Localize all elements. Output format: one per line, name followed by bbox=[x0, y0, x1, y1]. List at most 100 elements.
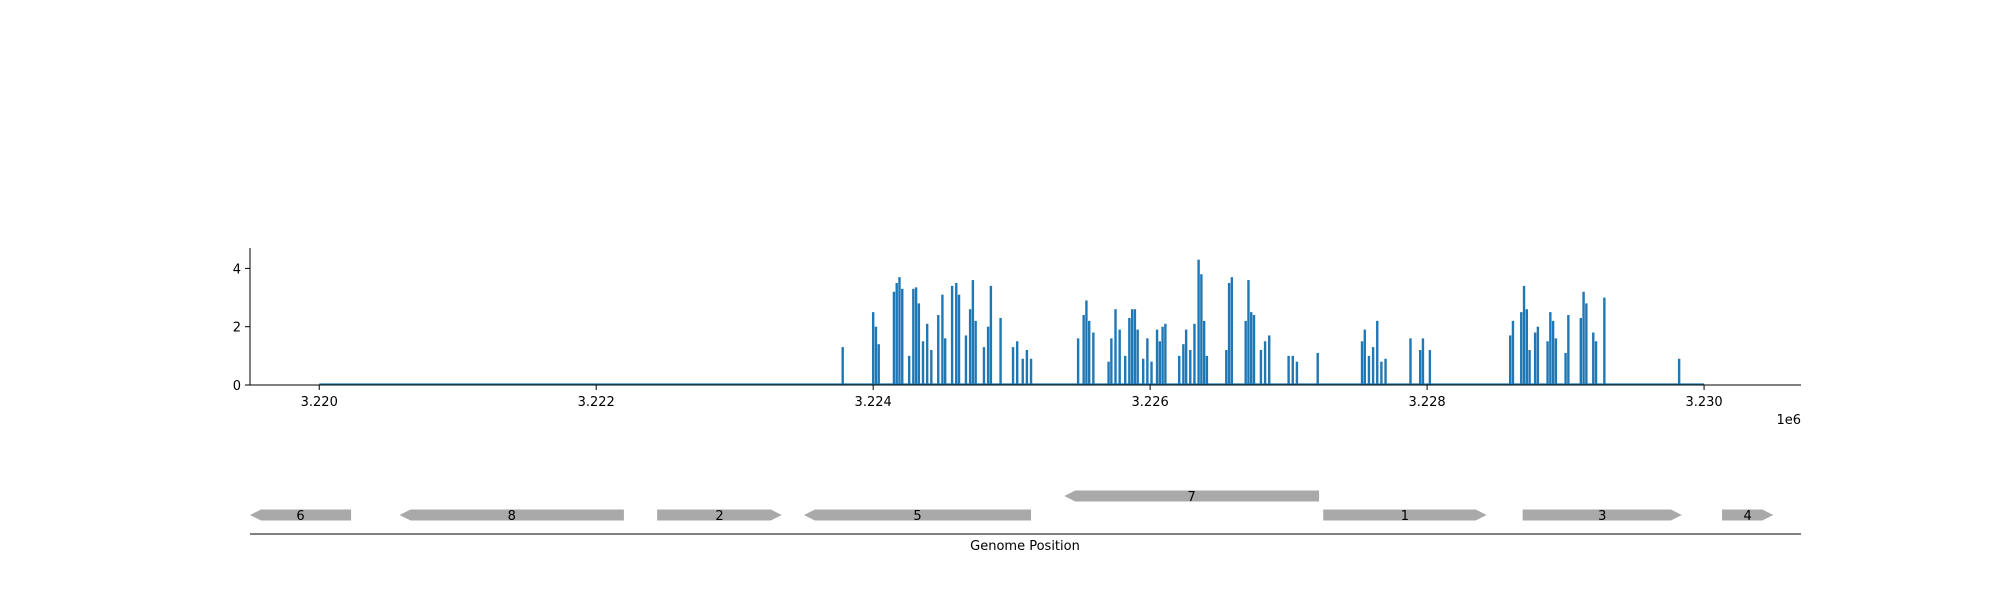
coverage-peak bbox=[1114, 309, 1117, 385]
coverage-peak bbox=[1197, 259, 1200, 385]
coverage-peak bbox=[971, 280, 975, 385]
coverage-peak bbox=[1594, 341, 1598, 385]
coverage-peak bbox=[1088, 320, 1091, 385]
y-tick-label: 4 bbox=[233, 262, 241, 277]
gene-label: 1 bbox=[1401, 509, 1409, 524]
coverage-peak bbox=[1189, 350, 1192, 385]
x-tick-label: 3.224 bbox=[855, 395, 892, 410]
coverage-peak bbox=[877, 344, 880, 385]
coverage-peak bbox=[917, 303, 921, 385]
coverage-peak bbox=[1015, 341, 1019, 385]
coverage-peak bbox=[1418, 350, 1422, 385]
gene-arrow bbox=[803, 509, 1032, 521]
x-ticks: 3.220 3.222 3.224 3.226 3.228 3.230 bbox=[301, 385, 1723, 410]
coverage-peak bbox=[1522, 285, 1526, 385]
x-axis-offset-label: 1e6 bbox=[1776, 413, 1801, 428]
coverage-peak bbox=[1384, 358, 1387, 385]
coverage-peak bbox=[1029, 358, 1033, 385]
coverage-peak bbox=[1118, 329, 1121, 385]
coverage-peak bbox=[1409, 338, 1412, 385]
gene-arrows: 6 8 2 5 7 1 3 4 bbox=[250, 490, 1774, 524]
coverage-peak bbox=[1252, 315, 1256, 385]
coverage-peak bbox=[1579, 317, 1583, 385]
coverage-peak bbox=[1536, 326, 1540, 385]
coverage-peak bbox=[1244, 320, 1247, 385]
coverage-peak bbox=[1136, 329, 1139, 385]
gene-arrow bbox=[1064, 490, 1320, 502]
coverage-peak bbox=[1230, 277, 1234, 385]
coverage-peak bbox=[914, 287, 918, 385]
coverage-peak bbox=[1316, 352, 1319, 385]
coverage-peak bbox=[974, 320, 977, 385]
coverage-peak bbox=[957, 294, 961, 385]
coverage-peak bbox=[1158, 341, 1162, 385]
gene-label: 3 bbox=[1598, 509, 1606, 524]
coverage-peak bbox=[925, 323, 929, 385]
coverage-peak bbox=[901, 288, 904, 385]
x-tick-label: 3.220 bbox=[301, 395, 338, 410]
coverage-series bbox=[319, 259, 1705, 386]
x-tick-label: 3.226 bbox=[1132, 395, 1169, 410]
coverage-peak bbox=[955, 282, 958, 385]
y-tick-label: 2 bbox=[233, 321, 241, 336]
coverage-peak bbox=[989, 285, 993, 385]
gene-arrow bbox=[657, 509, 782, 521]
coverage-peak bbox=[1371, 347, 1375, 385]
gene-label: 5 bbox=[913, 509, 921, 524]
coverage-peak bbox=[1582, 291, 1585, 385]
coverage-peak bbox=[1146, 338, 1149, 385]
coverage-peak bbox=[1164, 323, 1167, 385]
coverage-peak bbox=[1225, 350, 1228, 385]
coverage-peak bbox=[1677, 358, 1681, 385]
coverage-peak bbox=[1291, 355, 1294, 385]
coverage-peak bbox=[941, 294, 944, 385]
coverage-panel: 3.220 3.222 3.224 3.226 3.228 3.230 0 2 4 1e6 bbox=[233, 248, 1801, 428]
coverage-peak bbox=[999, 317, 1002, 385]
coverage-peak bbox=[1376, 320, 1379, 385]
coverage-peak bbox=[841, 347, 844, 385]
x-tick-label: 3.222 bbox=[578, 395, 615, 410]
coverage-peak bbox=[943, 338, 947, 385]
y-tick-label: 0 bbox=[233, 379, 241, 394]
coverage-peak bbox=[1247, 280, 1250, 385]
coverage-peak bbox=[1155, 329, 1159, 385]
gene-label: 7 bbox=[1188, 490, 1196, 505]
coverage-peak bbox=[1528, 350, 1531, 385]
coverage-peak bbox=[1184, 329, 1188, 385]
gene-arrow bbox=[1323, 509, 1487, 521]
coverage-peak bbox=[1287, 355, 1290, 385]
coverage-peak bbox=[1549, 312, 1552, 385]
gene-label: 2 bbox=[715, 509, 723, 524]
coverage-peak bbox=[1161, 326, 1164, 385]
gene-label: 4 bbox=[1744, 509, 1752, 524]
coverage-peak bbox=[1421, 338, 1425, 385]
coverage-peak bbox=[1592, 332, 1595, 385]
y-ticks: 0 2 4 bbox=[233, 262, 250, 394]
coverage-peak bbox=[950, 285, 954, 385]
coverage-peak bbox=[1085, 300, 1088, 385]
coverage-peak bbox=[982, 347, 986, 385]
coverage-peak bbox=[964, 335, 968, 385]
coverage-peak bbox=[1263, 341, 1267, 385]
gene-label: 6 bbox=[296, 509, 304, 524]
coverage-peak bbox=[1025, 350, 1029, 385]
gene-arrow bbox=[250, 509, 352, 521]
coverage-peak bbox=[871, 312, 875, 385]
coverage-peak bbox=[1110, 338, 1113, 385]
coverage-peak bbox=[937, 315, 940, 385]
coverage-peak bbox=[892, 291, 896, 385]
coverage-peak bbox=[1124, 355, 1127, 385]
coverage-peak bbox=[1564, 352, 1567, 385]
coverage-peak bbox=[1082, 315, 1085, 385]
x-axis-label: Genome Position bbox=[970, 539, 1080, 554]
coverage-peak bbox=[1363, 329, 1366, 385]
coverage-peak bbox=[1508, 335, 1512, 385]
coverage-peak bbox=[1128, 317, 1131, 385]
gene-track: 6 8 2 5 7 1 3 4 Genome Position bbox=[250, 490, 1801, 554]
coverage-peak bbox=[1259, 350, 1263, 385]
coverage-peak bbox=[1011, 347, 1015, 385]
coverage-peak bbox=[912, 288, 915, 385]
coverage-peak bbox=[1295, 361, 1299, 385]
